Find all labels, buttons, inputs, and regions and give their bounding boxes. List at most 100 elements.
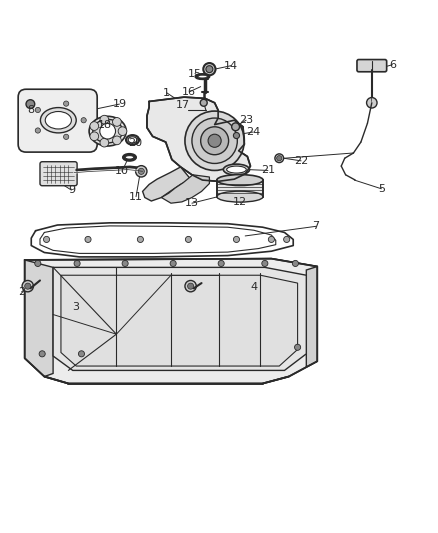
- Text: 9: 9: [68, 185, 75, 195]
- Circle shape: [185, 111, 244, 171]
- Circle shape: [284, 236, 290, 243]
- Circle shape: [187, 283, 194, 289]
- Circle shape: [35, 107, 40, 112]
- Circle shape: [100, 115, 109, 124]
- Text: 4: 4: [251, 282, 258, 293]
- Polygon shape: [31, 223, 293, 257]
- Circle shape: [74, 261, 80, 266]
- Circle shape: [100, 123, 116, 139]
- Circle shape: [138, 236, 144, 243]
- Ellipse shape: [124, 154, 136, 160]
- Circle shape: [90, 122, 99, 131]
- Circle shape: [100, 138, 109, 147]
- Circle shape: [43, 236, 49, 243]
- Ellipse shape: [198, 75, 207, 78]
- Circle shape: [185, 280, 196, 292]
- Polygon shape: [25, 259, 317, 274]
- Circle shape: [185, 236, 191, 243]
- Circle shape: [294, 344, 300, 350]
- Circle shape: [170, 261, 176, 266]
- Circle shape: [218, 261, 224, 266]
- Circle shape: [113, 136, 121, 145]
- Circle shape: [26, 100, 35, 108]
- FancyBboxPatch shape: [18, 89, 97, 152]
- Circle shape: [200, 99, 207, 106]
- Circle shape: [232, 123, 240, 131]
- Text: 13: 13: [185, 198, 199, 208]
- Text: 22: 22: [294, 156, 308, 166]
- Ellipse shape: [126, 135, 139, 144]
- Ellipse shape: [226, 166, 246, 173]
- Circle shape: [113, 118, 121, 126]
- Circle shape: [78, 351, 85, 357]
- Polygon shape: [143, 167, 191, 201]
- Text: 6: 6: [389, 60, 396, 70]
- Circle shape: [85, 236, 91, 243]
- Text: 10: 10: [115, 166, 129, 176]
- Text: 2: 2: [18, 287, 25, 297]
- Circle shape: [136, 166, 147, 177]
- Ellipse shape: [196, 75, 209, 79]
- Polygon shape: [25, 260, 53, 376]
- Circle shape: [268, 236, 275, 243]
- Text: 8: 8: [27, 105, 34, 115]
- Circle shape: [64, 101, 69, 106]
- Circle shape: [22, 280, 33, 292]
- Circle shape: [192, 118, 237, 164]
- Text: 15: 15: [188, 69, 202, 78]
- Circle shape: [203, 63, 215, 75]
- Text: 17: 17: [176, 100, 190, 110]
- Circle shape: [275, 154, 284, 163]
- Text: 23: 23: [239, 115, 253, 125]
- Polygon shape: [306, 266, 317, 367]
- Circle shape: [208, 134, 221, 147]
- Circle shape: [122, 261, 128, 266]
- Polygon shape: [61, 275, 297, 366]
- Ellipse shape: [217, 191, 263, 202]
- Text: 24: 24: [246, 127, 260, 137]
- Ellipse shape: [45, 111, 71, 129]
- Polygon shape: [25, 259, 317, 384]
- Circle shape: [233, 236, 240, 243]
- Text: 12: 12: [233, 197, 247, 207]
- Text: 20: 20: [128, 139, 142, 148]
- Ellipse shape: [217, 175, 263, 185]
- Text: 5: 5: [378, 184, 385, 194]
- Circle shape: [35, 128, 40, 133]
- Circle shape: [262, 261, 268, 266]
- Circle shape: [118, 127, 127, 135]
- Text: 7: 7: [312, 221, 319, 231]
- Ellipse shape: [93, 119, 123, 143]
- Text: 14: 14: [224, 61, 238, 71]
- Text: 18: 18: [98, 119, 112, 130]
- Text: 3: 3: [72, 302, 79, 312]
- Circle shape: [201, 127, 229, 155]
- Text: 16: 16: [182, 87, 196, 97]
- Circle shape: [233, 133, 240, 139]
- Circle shape: [35, 261, 41, 266]
- Circle shape: [64, 134, 69, 140]
- Ellipse shape: [128, 137, 137, 143]
- Circle shape: [292, 261, 298, 266]
- Ellipse shape: [223, 164, 250, 175]
- Text: 1: 1: [163, 88, 170, 98]
- Circle shape: [81, 118, 86, 123]
- Circle shape: [277, 156, 282, 161]
- FancyBboxPatch shape: [357, 60, 387, 72]
- Text: 21: 21: [261, 165, 275, 175]
- Polygon shape: [217, 180, 263, 197]
- Circle shape: [90, 132, 99, 141]
- Circle shape: [367, 98, 377, 108]
- Polygon shape: [53, 268, 306, 370]
- Polygon shape: [147, 97, 251, 181]
- Circle shape: [138, 168, 145, 174]
- Circle shape: [39, 351, 45, 357]
- FancyBboxPatch shape: [40, 161, 77, 185]
- Text: 19: 19: [113, 99, 127, 109]
- Ellipse shape: [125, 156, 134, 159]
- Circle shape: [25, 283, 31, 289]
- Ellipse shape: [89, 116, 126, 146]
- Ellipse shape: [40, 108, 76, 133]
- Circle shape: [206, 66, 213, 72]
- Polygon shape: [161, 175, 209, 203]
